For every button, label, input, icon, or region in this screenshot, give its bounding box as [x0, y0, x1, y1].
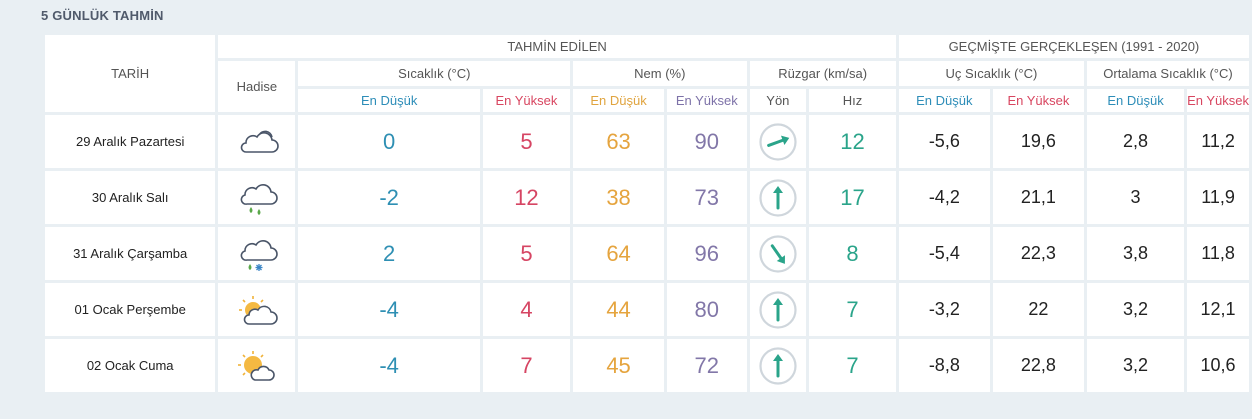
header-wind-speed: Hız — [809, 89, 896, 112]
header-extreme-temp: Uç Sıcaklık (°C) — [898, 61, 1084, 86]
forecast-date: 31 Aralık Çarşamba — [45, 227, 216, 280]
forecast-date: 30 Aralık Salı — [45, 171, 216, 224]
humidity-high: 73 — [667, 171, 747, 224]
average-high: 10,6 — [1187, 339, 1249, 392]
header-hum-high: En Yüksek — [667, 89, 747, 112]
extreme-low: -5,4 — [898, 227, 990, 280]
weather-cell — [218, 339, 296, 392]
humidity-high: 96 — [667, 227, 747, 280]
average-low: 2,8 — [1086, 115, 1185, 168]
forecast-row: 01 Ocak Perşembe -4 4 44 80 7 -3,2 22 3,2 12,1 — [45, 283, 1249, 336]
average-low: 3,2 — [1086, 283, 1185, 336]
header-average-high: En Yüksek — [1187, 89, 1249, 112]
forecast-table: TARİH TAHMİN EDİLEN GEÇMİŞTE GERÇEKLEŞEN… — [42, 32, 1252, 395]
temp-low: -2 — [298, 171, 480, 224]
average-high: 11,8 — [1187, 227, 1249, 280]
cloud-rain-snow-icon — [240, 239, 278, 271]
temp-high: 5 — [482, 227, 571, 280]
humidity-high: 90 — [667, 115, 747, 168]
humidity-low: 63 — [573, 115, 665, 168]
wind-speed: 7 — [809, 339, 896, 392]
temp-high: 5 — [482, 115, 571, 168]
average-low: 3 — [1086, 171, 1185, 224]
wind-direction-arrow-icon — [759, 290, 797, 329]
wind-speed: 12 — [809, 115, 896, 168]
header-average-low: En Düşük — [1086, 89, 1185, 112]
wind-speed: 17 — [809, 171, 896, 224]
partly-cloudy-icon — [238, 295, 278, 325]
extreme-low: -8,8 — [898, 339, 990, 392]
extreme-low: -3,2 — [898, 283, 990, 336]
header-hum-low: En Düşük — [573, 89, 665, 112]
average-high: 12,1 — [1187, 283, 1249, 336]
forecast-row: 30 Aralık Salı -2 12 38 73 17 -4,2 21,1 3 11,9 — [45, 171, 1249, 224]
extreme-high: 21,1 — [992, 171, 1084, 224]
wind-direction — [749, 115, 807, 168]
temp-high: 12 — [482, 171, 571, 224]
wind-direction-arrow-icon — [759, 178, 797, 217]
weather-cell — [218, 283, 296, 336]
header-phenomenon: Hadise — [218, 61, 296, 112]
sun-cloud-icon — [237, 350, 275, 381]
weather-cell — [218, 171, 296, 224]
extreme-high: 22 — [992, 283, 1084, 336]
average-high: 11,9 — [1187, 171, 1249, 224]
temp-low: 2 — [298, 227, 480, 280]
header-temp-low: En Düşük — [298, 89, 480, 112]
humidity-low: 44 — [573, 283, 665, 336]
humidity-high: 80 — [667, 283, 747, 336]
header-extreme-high: En Yüksek — [992, 89, 1084, 112]
forecast-date: 29 Aralık Pazartesi — [45, 115, 216, 168]
wind-speed: 8 — [809, 227, 896, 280]
header-wind: Rüzgar (km/sa) — [749, 61, 896, 86]
extreme-high: 19,6 — [992, 115, 1084, 168]
header-history: GEÇMİŞTE GERÇEKLEŞEN (1991 - 2020) — [898, 35, 1249, 58]
wind-direction-arrow-icon — [759, 346, 797, 385]
humidity-low: 45 — [573, 339, 665, 392]
forecast-row: 29 Aralık Pazartesi 0 5 63 90 12 -5,6 19,6 2,8 11… — [45, 115, 1249, 168]
extreme-high: 22,3 — [992, 227, 1084, 280]
header-temp-high: En Yüksek — [482, 89, 571, 112]
wind-direction — [749, 339, 807, 392]
weather-cell — [218, 115, 296, 168]
weather-cell — [218, 227, 296, 280]
header-extreme-low: En Düşük — [898, 89, 990, 112]
cloud-rain-icon — [240, 183, 278, 215]
header-temperature: Sıcaklık (°C) — [298, 61, 571, 86]
temp-high: 4 — [482, 283, 571, 336]
header-wind-direction: Yön — [749, 89, 807, 112]
humidity-low: 64 — [573, 227, 665, 280]
forecast-row: 31 Aralık Çarşamba 2 5 64 96 8 -5,4 22,3 3,8 11,8 — [45, 227, 1249, 280]
header-date: TARİH — [45, 35, 216, 112]
header-average-temp: Ortalama Sıcaklık (°C) — [1086, 61, 1249, 86]
wind-speed: 7 — [809, 283, 896, 336]
section-title: 5 GÜNLÜK TAHMİN — [41, 8, 164, 23]
extreme-high: 22,8 — [992, 339, 1084, 392]
wind-direction-arrow-icon — [759, 122, 797, 161]
forecast-date: 01 Ocak Perşembe — [45, 283, 216, 336]
extreme-low: -5,6 — [898, 115, 990, 168]
temp-low: -4 — [298, 339, 480, 392]
forecast-date: 02 Ocak Cuma — [45, 339, 216, 392]
wind-direction — [749, 283, 807, 336]
header-humidity: Nem (%) — [573, 61, 747, 86]
temp-low: -4 — [298, 283, 480, 336]
temp-low: 0 — [298, 115, 480, 168]
cloudy-icon — [240, 130, 279, 153]
extreme-low: -4,2 — [898, 171, 990, 224]
average-low: 3,2 — [1086, 339, 1185, 392]
wind-direction — [749, 227, 807, 280]
forecast-row: 02 Ocak Cuma -4 7 45 72 7 -8,8 22,8 3,2 10,6 — [45, 339, 1249, 392]
wind-direction-arrow-icon — [759, 234, 797, 273]
wind-direction — [749, 171, 807, 224]
temp-high: 7 — [482, 339, 571, 392]
humidity-low: 38 — [573, 171, 665, 224]
humidity-high: 72 — [667, 339, 747, 392]
average-low: 3,8 — [1086, 227, 1185, 280]
header-forecast: TAHMİN EDİLEN — [218, 35, 896, 58]
average-high: 11,2 — [1187, 115, 1249, 168]
